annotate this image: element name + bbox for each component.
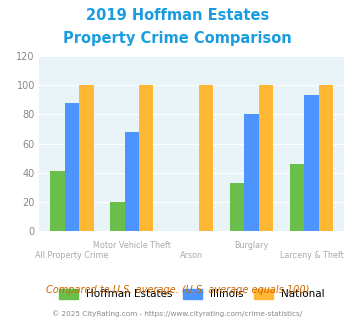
Bar — [304, 95, 318, 231]
Bar — [199, 85, 213, 231]
Text: 2019 Hoffman Estates: 2019 Hoffman Estates — [86, 8, 269, 23]
Text: Compared to U.S. average. (U.S. average equals 100): Compared to U.S. average. (U.S. average … — [46, 285, 309, 295]
Bar — [50, 171, 65, 231]
Text: Larceny & Theft: Larceny & Theft — [279, 251, 343, 260]
Bar — [318, 85, 333, 231]
Bar — [230, 183, 244, 231]
Legend: Hoffman Estates, Illinois, National: Hoffman Estates, Illinois, National — [59, 289, 324, 299]
Bar — [139, 85, 153, 231]
Bar — [65, 103, 79, 231]
Text: Burglary: Burglary — [234, 241, 269, 250]
Bar — [244, 115, 259, 231]
Bar — [290, 164, 304, 231]
Text: Motor Vehicle Theft: Motor Vehicle Theft — [93, 241, 171, 250]
Text: Property Crime Comparison: Property Crime Comparison — [63, 31, 292, 46]
Text: © 2025 CityRating.com - https://www.cityrating.com/crime-statistics/: © 2025 CityRating.com - https://www.city… — [53, 310, 302, 317]
Bar — [259, 85, 273, 231]
Text: Arson: Arson — [180, 251, 203, 260]
Bar — [79, 85, 93, 231]
Bar — [125, 132, 139, 231]
Text: All Property Crime: All Property Crime — [35, 251, 109, 260]
Bar — [110, 202, 125, 231]
